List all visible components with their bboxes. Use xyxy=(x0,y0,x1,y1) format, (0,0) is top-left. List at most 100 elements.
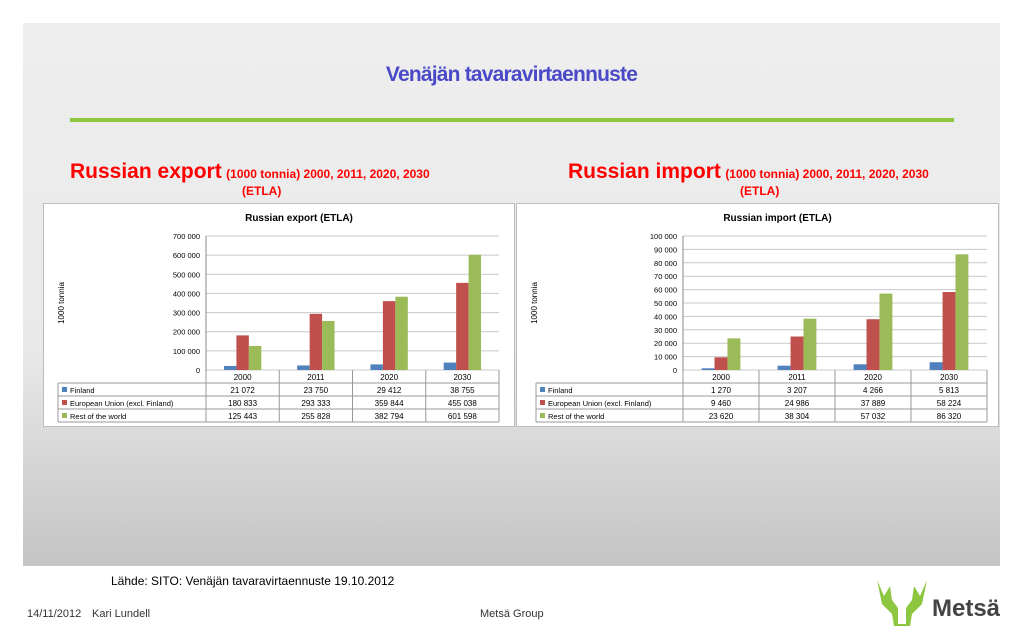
data-label: 9 460 xyxy=(711,399,732,408)
data-label: 1 270 xyxy=(711,386,732,395)
data-label: 382 794 xyxy=(375,412,404,421)
import-chart-frame: Russian import (ETLA) 1000 tonnia 0 10 000 2… xyxy=(516,203,999,427)
import-chart: Russian import (ETLA) 1000 tonnia 0 10 000 2… xyxy=(530,213,988,423)
y-tick-label: 500 000 xyxy=(173,270,200,279)
chart-title: Russian import (ETLA) xyxy=(723,213,831,224)
bar xyxy=(297,365,310,370)
export-header-sub: (1000 tonnia) 2000, 2011, 2020, 2030 xyxy=(226,167,430,181)
data-label: 37 889 xyxy=(861,399,886,408)
data-label: 455 038 xyxy=(448,399,477,408)
y-tick-label: 50 000 xyxy=(654,299,677,308)
bar xyxy=(777,365,791,370)
y-tick-label: 200 000 xyxy=(173,328,200,337)
x-tick-label: 2011 xyxy=(307,373,325,382)
import-header: Russian import (1000 tonnia) 2000, 2011,… xyxy=(568,160,929,198)
source-note: Lähde: SITO: Venäjän tavaravirtaennuste … xyxy=(111,574,395,588)
legend-swatch xyxy=(540,413,545,418)
bar xyxy=(370,364,383,370)
legend-label: Rest of the world xyxy=(548,412,604,421)
data-label: 601 598 xyxy=(448,412,477,421)
export-chart-frame: Russian export (ETLA) 1000 tonnia 0 100 000… xyxy=(43,203,515,427)
bar xyxy=(443,362,457,370)
data-label: 58 224 xyxy=(937,399,962,408)
import-header-main: Russian import xyxy=(568,160,721,183)
x-tick-label: 2011 xyxy=(788,373,806,382)
y-tick-label: 30 000 xyxy=(654,326,677,335)
bar xyxy=(790,336,804,370)
y-axis-label: 1000 tonnia xyxy=(57,282,66,324)
y-tick-label: 20 000 xyxy=(654,339,677,348)
export-chart: Russian export (ETLA) 1000 tonnia 0 100 000… xyxy=(57,213,500,423)
x-tick-label: 2030 xyxy=(940,373,958,382)
bar xyxy=(803,318,817,370)
y-tick-label: 70 000 xyxy=(654,272,677,281)
x-tick-label: 2030 xyxy=(453,373,471,382)
data-label: 23 750 xyxy=(304,386,329,395)
y-tick-label: 100 000 xyxy=(650,232,677,241)
bar xyxy=(727,338,741,370)
data-label: 359 844 xyxy=(375,399,404,408)
x-tick-label: 2020 xyxy=(380,373,398,382)
bar xyxy=(866,319,880,370)
y-tick-label: 400 000 xyxy=(173,289,200,298)
data-label: 38 755 xyxy=(450,386,475,395)
data-label: 29 412 xyxy=(377,386,402,395)
legend-label: European Union (excl. Finland) xyxy=(70,399,174,408)
legend-swatch xyxy=(62,400,67,405)
data-label: 21 072 xyxy=(230,386,255,395)
export-header-source: (ETLA) xyxy=(242,184,282,198)
data-label: 3 207 xyxy=(787,386,808,395)
x-tick-label: 2000 xyxy=(234,373,252,382)
bar xyxy=(955,254,969,370)
import-header-sub: (1000 tonnia) 2000, 2011, 2020, 2030 xyxy=(725,167,929,181)
bar xyxy=(395,296,408,370)
import-header-source: (ETLA) xyxy=(740,184,780,198)
data-label: 4 266 xyxy=(863,386,884,395)
export-header-main: Russian export xyxy=(70,160,222,183)
legend-swatch xyxy=(62,413,67,418)
x-tick-label: 2020 xyxy=(864,373,882,382)
moose-antler-icon: Metsä xyxy=(877,580,1001,626)
legend-label: European Union (excl. Finland) xyxy=(548,399,652,408)
legend-label: Rest of the world xyxy=(70,412,126,421)
y-tick-label: 300 000 xyxy=(173,309,200,318)
y-tick-label: 40 000 xyxy=(654,312,677,321)
slide-title: Venäjän tavaravirtaennuste xyxy=(385,63,638,86)
y-axis-label: 1000 tonnia xyxy=(530,282,539,324)
footer-company: Metsä Group xyxy=(480,608,544,620)
data-label: 38 304 xyxy=(785,412,810,421)
legend-swatch xyxy=(540,387,545,392)
logo-wordmark: Metsä xyxy=(932,595,1001,622)
bar xyxy=(929,362,943,370)
data-label: 86 320 xyxy=(937,412,962,421)
bar xyxy=(714,357,728,370)
footer-date: 14/11/2012 xyxy=(27,608,82,620)
legend-label: Finland xyxy=(70,386,95,395)
bar xyxy=(382,301,396,370)
data-label: 125 443 xyxy=(228,412,257,421)
footer-author: Kari Lundell xyxy=(92,608,151,620)
bar xyxy=(322,321,335,370)
metsa-logo: Metsä xyxy=(872,574,1002,630)
bar xyxy=(248,345,262,370)
legend-swatch xyxy=(62,387,67,392)
bar xyxy=(853,364,867,370)
data-label: 5 813 xyxy=(939,386,960,395)
data-label: 293 333 xyxy=(301,399,330,408)
bar xyxy=(309,313,323,370)
bar xyxy=(468,254,482,370)
y-tick-label: 100 000 xyxy=(173,347,200,356)
bar xyxy=(942,291,956,370)
y-tick-label: 700 000 xyxy=(173,232,200,241)
data-label: 255 828 xyxy=(301,412,330,421)
legend-swatch xyxy=(540,400,545,405)
data-label: 23 620 xyxy=(709,412,734,421)
y-tick-label: 600 000 xyxy=(173,251,200,260)
y-tick-label: 0 xyxy=(196,366,200,375)
y-tick-label: 80 000 xyxy=(654,259,677,268)
legend-label: Finland xyxy=(548,386,573,395)
bar xyxy=(701,368,715,370)
bar xyxy=(456,282,469,370)
y-tick-label: 90 000 xyxy=(654,245,677,254)
bar xyxy=(236,335,249,370)
